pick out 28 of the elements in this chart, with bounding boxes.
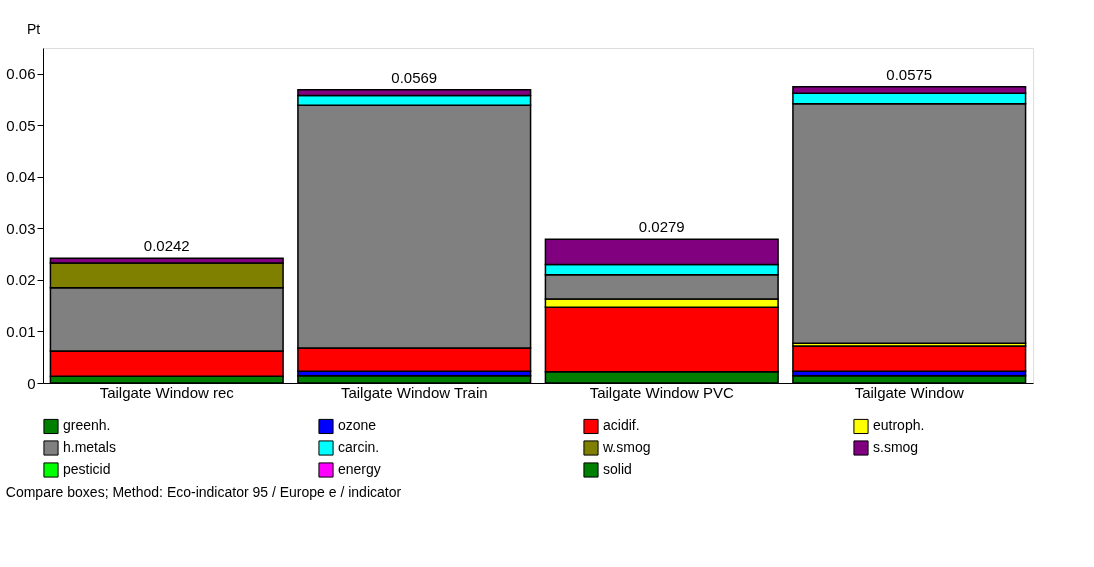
y-axis-title: Pt: [26, 20, 41, 37]
y-tick-label: 0.01: [6, 322, 36, 340]
x-tick-label: Tailgate Window rec: [99, 383, 235, 401]
y-tick-label: 0: [27, 374, 36, 392]
legend-label: acidif.: [603, 417, 640, 434]
y-tick-label: 0.06: [6, 65, 36, 83]
legend-label: greenh.: [63, 417, 111, 434]
x-tick-label: Tailgate Window PVC: [589, 383, 735, 401]
x-tick-label: Tailgate Window: [854, 383, 965, 401]
legend-label: pesticid: [63, 461, 111, 477]
y-tick-label: 0.04: [6, 168, 36, 186]
legend-label: energy: [338, 461, 381, 477]
text: Compare boxes; Method: Eco-indicator 95 / Europe e / indicator: [5, 484, 402, 500]
total-label: 0.0279: [638, 218, 685, 236]
y-tick-label: 0.03: [6, 219, 36, 237]
y-tick-label: 0.02: [6, 271, 36, 289]
total-label: 0.0569: [391, 68, 438, 86]
total-label: 0.0575: [886, 65, 933, 83]
legend-label: carcin.: [338, 439, 380, 455]
legend-label: ozone: [338, 417, 377, 434]
legend-label: s.smog: [873, 439, 919, 455]
legend-label: eutroph.: [873, 417, 925, 434]
legend-label: h.metals: [63, 439, 116, 455]
x-tick-label: Tailgate Window Train: [340, 383, 488, 401]
total-label: 0.0242: [143, 237, 190, 255]
legend-label: solid: [603, 461, 632, 477]
legend-label: w.smog: [602, 439, 651, 455]
y-tick-label: 0.05: [6, 116, 36, 134]
